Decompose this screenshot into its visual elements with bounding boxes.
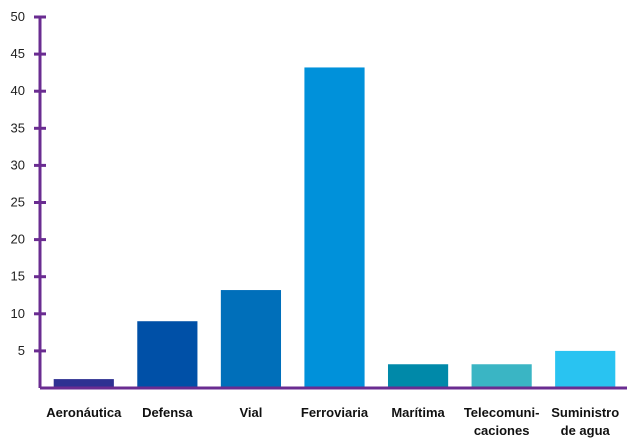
x-tick-labels: Aeronáutica Defensa Vial Ferroviaria Marítim… — [46, 405, 619, 438]
x-tick-label-line: Marítima — [391, 405, 445, 420]
y-tick-label: 5 — [18, 343, 25, 358]
x-tick-label-line: Suministro — [551, 405, 619, 420]
y-tick-label: 30 — [11, 157, 25, 172]
bar — [220, 290, 282, 388]
x-tick-label: Suministro de agua — [551, 405, 619, 438]
y-tick-label: 50 — [11, 9, 25, 24]
y-tick-label: 40 — [11, 83, 25, 98]
y-tick-label: 25 — [11, 195, 25, 210]
x-tick-label: Telecomuni-caciones — [464, 405, 540, 438]
x-tick-label: Aeronáutica — [46, 405, 122, 420]
y-tick-label: 15 — [11, 269, 25, 284]
x-tick-label-line: de agua — [561, 423, 611, 438]
bar — [304, 67, 365, 389]
x-tick-label-line: Aeronáutica — [46, 405, 122, 420]
y-tick-label: 35 — [11, 120, 25, 135]
x-tick-label-line: caciones — [474, 423, 530, 438]
y-axis: 5 10 15 20 25 30 35 40 45 50 — [11, 9, 46, 388]
bar — [471, 364, 532, 388]
x-tick-label: Marítima — [391, 405, 445, 420]
bar — [137, 321, 198, 388]
y-tick-label: 10 — [11, 306, 25, 321]
bar — [387, 364, 449, 388]
y-tick-label: 20 — [11, 232, 25, 247]
x-tick-label-line: Defensa — [142, 405, 193, 420]
x-tick-label-line: Vial — [239, 405, 262, 420]
x-tick-label: Defensa — [142, 405, 193, 420]
bars — [53, 67, 616, 389]
x-tick-label: Ferroviaria — [301, 405, 369, 420]
bar — [555, 350, 616, 388]
y-tick-label: 45 — [11, 46, 25, 61]
bar — [53, 379, 114, 388]
x-tick-label-line: Ferroviaria — [301, 405, 369, 420]
x-tick-label-line: Telecomuni- — [464, 405, 540, 420]
x-tick-label: Vial — [239, 405, 262, 420]
